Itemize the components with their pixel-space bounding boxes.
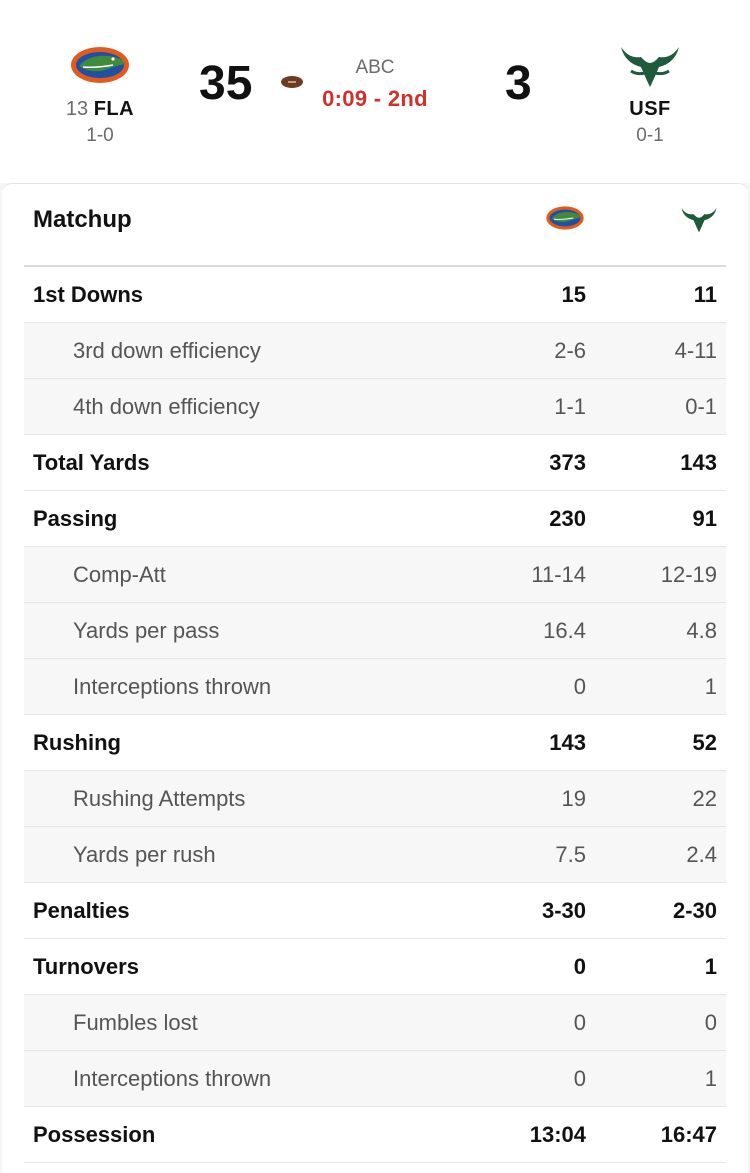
home-stat-value: 7.5 [555,842,586,867]
home-score: 35 [199,57,253,110]
home-abbr: FLA [93,98,135,120]
home-team[interactable]: 13 FLA 1-0 [35,36,165,147]
away-stat-value: 1 [704,674,717,699]
away-stat-value: 1 [704,1066,717,1091]
game-clock: 0:09 - 2nd [322,86,428,111]
matchup-header: Matchup [2,184,748,267]
stat-row: Turnovers 0 1 [24,939,726,995]
stat-label: Interceptions thrown [73,1066,272,1091]
stat-row: 3rd down efficiency 2-6 4-11 [24,323,726,379]
broadcast-network: ABC [355,57,395,78]
away-abbr: USF [629,98,671,120]
home-record: 1-0 [86,125,114,146]
away-stat-value: 2-30 [672,898,717,923]
stat-row: Fumbles lost 0 0 [24,995,726,1051]
stat-label: Passing [33,506,118,531]
stat-label: Fumbles lost [73,1010,198,1035]
away-stat-value: 91 [692,506,717,531]
bull-horns-logo-icon [679,204,719,239]
away-stat-value: 2.4 [686,842,717,867]
home-stat-value: 0 [573,954,586,979]
away-team-name: USF [585,98,715,121]
away-stat-value: 143 [680,450,717,475]
away-stat-value: 4.8 [686,618,717,643]
stat-row: Total Yards 373 143 [24,435,726,491]
stat-row: Rushing 143 52 [24,715,726,771]
home-stat-value: 11-14 [531,562,586,587]
stat-row: Interceptions thrown 0 1 [24,659,726,715]
away-stat-value: 0 [704,1010,717,1035]
stat-label: Total Yards [33,450,150,475]
home-rank: 13 [65,98,89,120]
stat-label: Comp-Att [73,562,166,587]
away-stat-value: 0-1 [685,394,717,419]
matchup-title: Matchup [33,206,132,233]
stat-label: 4th down efficiency [73,394,260,419]
away-stat-value: 1 [704,954,717,979]
home-stat-value: 230 [549,506,586,531]
home-stat-value: 1-1 [554,394,586,419]
away-score: 3 [505,57,532,110]
stat-row: 1st Downs 15 11 [24,267,726,323]
home-stat-value: 373 [549,450,586,475]
away-stat-value: 4-11 [674,338,717,363]
home-stat-value: 143 [549,730,586,755]
home-stat-value: 0 [573,1066,586,1091]
stat-row: Possession 13:04 16:47 [24,1107,726,1163]
away-stat-value: 22 [692,786,717,811]
home-stat-value: 16.4 [543,618,586,643]
gator-logo-icon [35,36,165,94]
matchup-stats-table: 1st Downs 15 11 3rd down efficiency 2-6 4-11 4… [24,267,726,1163]
home-stat-value: 0 [573,674,586,699]
stat-label: 1st Downs [33,282,144,307]
stat-row: Rushing Attempts 19 22 [24,771,726,827]
away-record: 0-1 [636,125,664,146]
scoreboard: 13 FLA 1-0 35 ABC 0:09 - 2nd 3 USF 0-1 [0,0,750,183]
stat-row: 4th down efficiency 1-1 0-1 [24,379,726,435]
matchup-card: Matchup 1st Downs 15 11 3rd down efficiency… [2,183,748,1173]
bull-horns-logo-icon [585,36,715,94]
header-divider [24,265,726,267]
stat-label: Yards per rush [73,842,216,867]
away-stat-value: 12-19 [660,562,717,587]
stat-label: Penalties [33,898,130,923]
stat-label: Possession [33,1122,156,1147]
home-stat-value: 13:04 [529,1122,586,1147]
home-stat-value: 15 [561,282,586,307]
away-stat-value: 16:47 [660,1122,717,1147]
stat-row: Comp-Att 11-14 12-19 [24,547,726,603]
stat-row: Penalties 3-30 2-30 [24,883,726,939]
stat-label: 3rd down efficiency [73,338,261,363]
away-team[interactable]: USF 0-1 [585,36,715,147]
stat-row: Passing 230 91 [24,491,726,547]
stat-label: Turnovers [33,954,139,979]
home-stat-value: 2-6 [554,338,586,363]
away-stat-value: 52 [692,730,717,755]
stat-row: Interceptions thrown 0 1 [24,1051,726,1107]
stat-row: Yards per pass 16.4 4.8 [24,603,726,659]
home-stat-value: 19 [561,786,586,811]
home-team-name: 13 FLA [35,98,165,121]
home-stat-value: 0 [573,1010,586,1035]
football-icon [279,74,305,95]
stat-label: Yards per pass [73,618,220,643]
home-stat-value: 3-30 [541,898,586,923]
stat-label: Interceptions thrown [73,674,272,699]
gator-logo-icon [545,204,585,237]
stat-label: Rushing [33,730,121,755]
stat-label: Rushing Attempts [73,786,246,811]
away-stat-value: 11 [693,282,717,307]
stat-row: Yards per rush 7.5 2.4 [24,827,726,883]
